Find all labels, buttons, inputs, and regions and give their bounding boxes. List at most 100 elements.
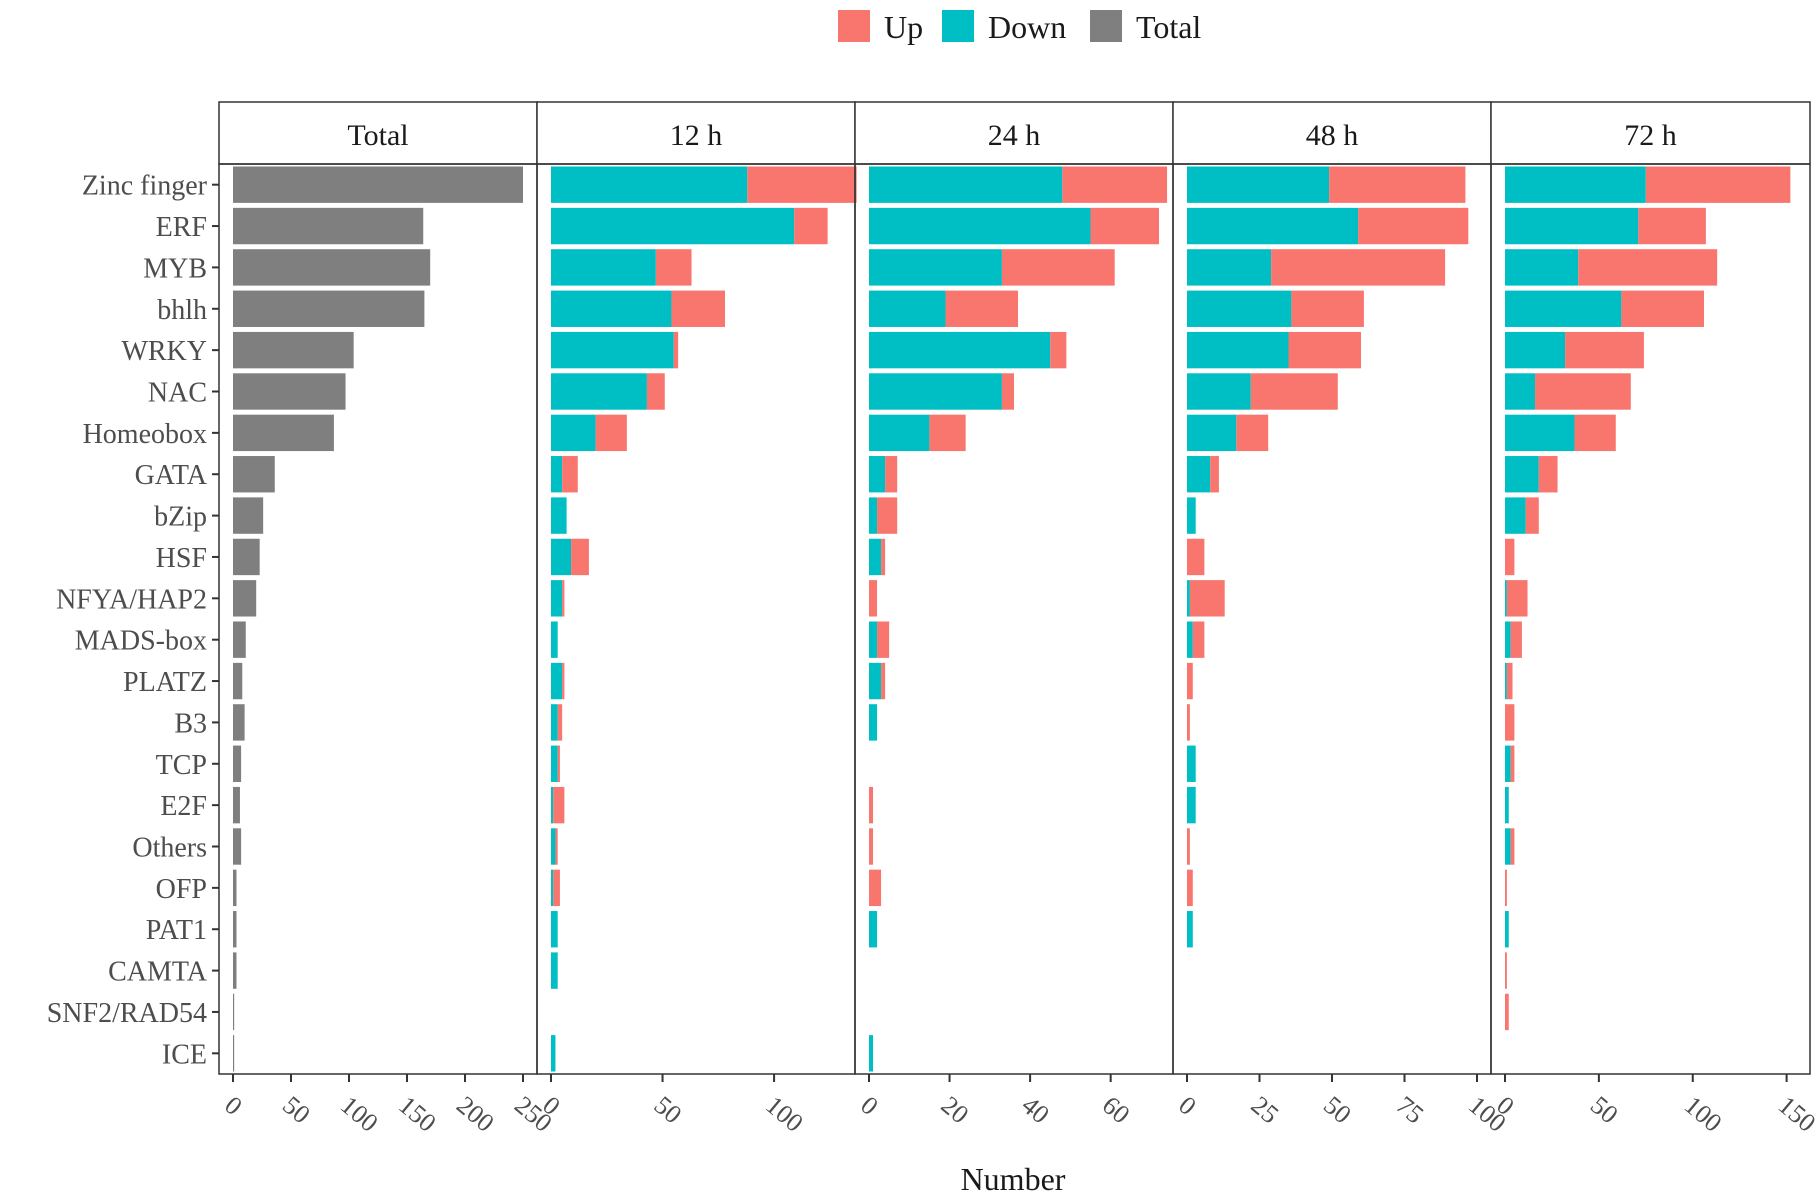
bar-72-h-myb-down [1505, 249, 1579, 286]
bar-48-h-pat1-down [1187, 911, 1193, 948]
x-tick-label-72-h-150: 150 [1773, 1090, 1816, 1137]
bar-72-h-nfya-hap2-up [1506, 580, 1528, 617]
bar-12-h-homeobox-up [595, 414, 627, 452]
bar-48-h-wrky-down [1187, 331, 1289, 369]
y-tick-label-erf: ERF [156, 212, 207, 243]
bar-total-ofp-total [233, 869, 237, 907]
bar-12-h-bzip-down [551, 497, 567, 534]
bar-total-gata-total [233, 456, 275, 493]
bar-72-h-snf2-rad54-up [1505, 993, 1509, 1031]
bar-24-h-homeobox-down [869, 414, 930, 452]
bar-48-h-erf-down [1187, 207, 1359, 245]
bar-24-h-nfya-hap2-up [869, 580, 878, 617]
bar-total-zinc-finger-total [233, 166, 523, 203]
bar-48-h-tcp-down [1187, 745, 1196, 782]
y-tick-label-pat1: PAT1 [146, 915, 207, 946]
bar-48-h-nfya-hap2-up [1189, 580, 1225, 617]
legend-label-total: Total [1136, 9, 1201, 45]
bar-72-h-camta-up [1505, 952, 1507, 989]
bar-24-h-others-up [869, 828, 874, 865]
bar-24-h-myb-up [1001, 249, 1115, 286]
bar-48-h-gata-down [1187, 456, 1211, 493]
bar-24-h-b3-down [869, 704, 878, 741]
bar-total-bhlh-total [233, 290, 425, 327]
y-tick-label-ofp: OFP [156, 874, 207, 905]
bar-48-h-zinc-finger-down [1187, 166, 1330, 203]
bar-total-hsf-total [233, 538, 260, 576]
bar-48-h-nfya-hap2-down [1187, 580, 1190, 617]
bar-24-h-gata-down [869, 456, 886, 493]
legend-label-up: Up [884, 9, 923, 45]
y-tick-label-gata: GATA [135, 460, 208, 491]
bar-72-h-myb-up [1578, 249, 1718, 286]
bar-12-h-e2f-up [553, 786, 565, 824]
y-tick-label-wrky: WRKY [121, 336, 207, 367]
bar-total-bzip-total [233, 497, 264, 534]
bar-total-erf-total [233, 207, 424, 245]
bar-total-platz-total [233, 662, 243, 700]
bar-12-h-nac-down [551, 373, 647, 410]
bar-24-h-gata-up [885, 456, 898, 493]
bar-12-h-nac-up [646, 373, 665, 410]
bar-12-h-e2f-down [551, 786, 554, 824]
bar-72-h-erf-up [1638, 207, 1706, 245]
x-tick-label-24-h-60: 60 [1097, 1090, 1136, 1129]
bar-72-h-gata-up [1538, 456, 1558, 493]
bar-24-h-homeobox-up [929, 414, 966, 452]
legend-swatch-down [942, 10, 974, 42]
bar-12-h-bhlh-up [671, 290, 725, 327]
legend: Up Down Total [838, 9, 1201, 45]
bar-72-h-bzip-down [1505, 497, 1526, 534]
bar-48-h-myb-up [1271, 249, 1446, 286]
x-tick-label-24-h-20: 20 [936, 1090, 975, 1129]
bar-total-nac-total [233, 373, 346, 410]
y-tick-label-zinc-finger: Zinc finger [82, 171, 208, 202]
bar-24-h-hsf-down [869, 538, 882, 576]
bar-24-h-bzip-down [869, 497, 878, 534]
bar-12-h-ofp-up [553, 869, 560, 907]
bar-12-h-pat1-down [551, 911, 558, 948]
x-tick-label-48-h-75: 75 [1391, 1090, 1430, 1129]
bar-72-h-mads-box-down [1505, 621, 1511, 658]
bar-total-wrky-total [233, 331, 354, 369]
bar-total-e2f-total [233, 786, 240, 824]
bar-72-h-wrky-down [1505, 331, 1566, 369]
bar-48-h-wrky-up [1288, 331, 1361, 369]
bar-12-h-platz-up [562, 662, 565, 700]
panel-72-h: 72 h0 50 100 150 [1490, 101, 1816, 1138]
bar-12-h-platz-down [551, 662, 563, 700]
bar-12-h-wrky-down [551, 331, 674, 369]
bar-72-h-zinc-finger-up [1645, 166, 1791, 203]
bar-12-h-myb-down [551, 249, 656, 286]
bar-total-snf2-rad54-total [233, 993, 235, 1031]
bar-72-h-wrky-up [1565, 331, 1644, 369]
bar-48-h-mads-box-down [1187, 621, 1193, 658]
bar-24-h-myb-down [869, 249, 1002, 286]
bar-12-h-camta-down [551, 952, 558, 989]
strip-label-72-h: 72 h [1624, 119, 1677, 152]
bar-24-h-zinc-finger-down [869, 166, 1063, 203]
y-tick-label-platz: PLATZ [123, 667, 207, 698]
bar-48-h-gata-up [1210, 456, 1219, 493]
strip-label-total: Total [347, 119, 408, 152]
y-tick-label-others: Others [132, 833, 207, 864]
bar-24-h-e2f-up [869, 786, 874, 824]
bar-12-h-homeobox-down [551, 414, 596, 452]
bar-12-h-nfya-hap2-down [551, 580, 563, 617]
bar-48-h-nac-up [1250, 373, 1338, 410]
bar-72-h-homeobox-down [1505, 414, 1575, 452]
bar-24-h-platz-down [869, 662, 882, 700]
x-tick-label-24-h-40: 40 [1016, 1090, 1055, 1129]
strip-label-12-h: 12 h [670, 119, 723, 152]
bar-12-h-b3-up [557, 704, 563, 741]
bar-48-h-myb-down [1187, 249, 1272, 286]
strip-24-h [854, 101, 1174, 165]
bar-24-h-mads-box-down [869, 621, 878, 658]
y-tick-label-nfya-hap2: NFYA/HAP2 [56, 584, 207, 615]
bar-72-h-nac-up [1535, 373, 1631, 410]
x-tick-label-72-h-50: 50 [1585, 1090, 1624, 1129]
x-tick-label-12-h-50: 50 [649, 1090, 688, 1129]
x-tick-label-total-50: 50 [277, 1090, 316, 1129]
bar-12-h-b3-down [551, 704, 558, 741]
